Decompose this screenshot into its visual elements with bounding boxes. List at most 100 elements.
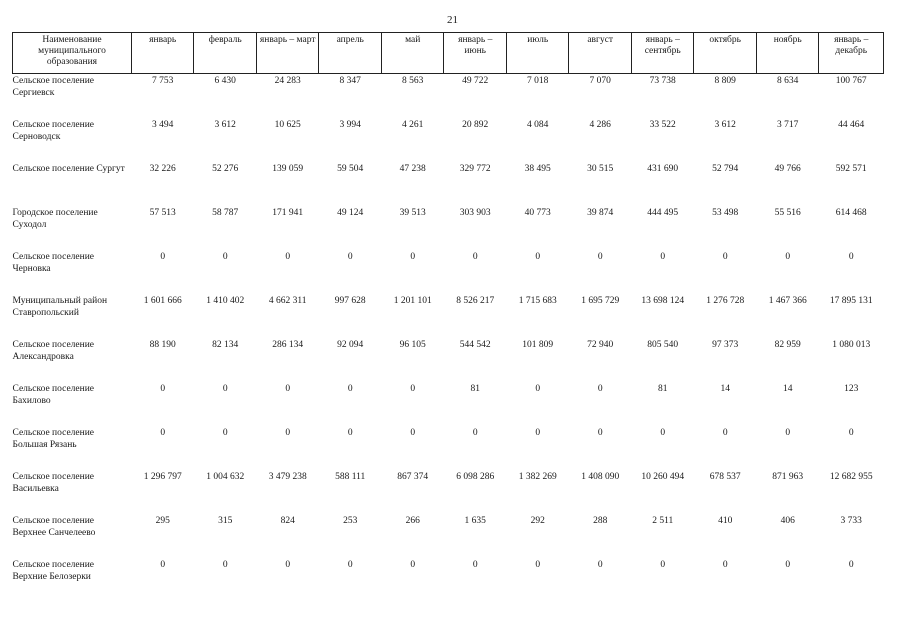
value-cell: 0	[410, 560, 416, 570]
municipality-name: Сельское поселение Бахилово	[12, 384, 95, 406]
value-cell: 0	[472, 560, 478, 570]
value-cell: 24 283	[274, 76, 301, 86]
value-cell: 1 296 797	[143, 472, 182, 482]
value-cell: 292	[530, 516, 545, 526]
value-cell: 0	[347, 384, 353, 394]
value-cell: 8 634	[777, 76, 799, 86]
value-cell: 0	[660, 560, 666, 570]
value-cell: 871 963	[772, 472, 804, 482]
value-cell: 3 494	[152, 120, 174, 130]
header-period: октябрь	[693, 32, 757, 74]
value-cell: 8 809	[714, 76, 736, 86]
header-period: май	[380, 32, 445, 74]
header-period: январь	[130, 32, 195, 74]
value-cell: 2 511	[652, 516, 674, 526]
municipality-name: Сельское поселение Верхнее Санчелеево	[12, 516, 96, 538]
value-cell: 0	[410, 428, 416, 438]
value-cell: 0	[285, 560, 291, 570]
value-cell: 286 134	[272, 340, 304, 350]
value-cell: 81	[470, 384, 480, 394]
municipality-name: Сельское поселение Серноводск	[12, 120, 95, 142]
value-cell: 0	[410, 384, 416, 394]
value-cell: 0	[347, 252, 353, 262]
value-cell: 44 464	[838, 120, 865, 130]
value-cell: 4 286	[589, 120, 611, 130]
value-cell: 3 994	[339, 120, 361, 130]
header-period: январь – март	[255, 32, 320, 74]
value-cell: 10 625	[274, 120, 301, 130]
header-municipality: Наименование муниципального образования	[12, 32, 132, 74]
value-cell: 588 111	[335, 472, 366, 482]
value-cell: 32 226	[149, 164, 176, 174]
value-cell: 14	[720, 384, 730, 394]
value-cell: 1 004 632	[206, 472, 245, 482]
value-cell: 123	[844, 384, 859, 394]
value-cell: 171 941	[272, 208, 304, 218]
value-cell: 38 495	[524, 164, 551, 174]
table-body: Сельское поселение Сергиевск 7 753 6 430 24…	[13, 74, 884, 604]
value-cell: 1 382 269	[518, 472, 557, 482]
value-cell: 139 059	[272, 164, 304, 174]
value-cell: 0	[160, 384, 166, 394]
value-cell: 0	[410, 252, 416, 262]
value-cell: 0	[660, 252, 666, 262]
value-cell: 82 134	[212, 340, 239, 350]
value-cell: 444 495	[647, 208, 679, 218]
value-cell: 315	[218, 516, 233, 526]
value-cell: 867 374	[397, 472, 429, 482]
value-cell: 58 787	[212, 208, 239, 218]
value-cell: 0	[597, 428, 603, 438]
value-cell: 0	[597, 560, 603, 570]
value-cell: 0	[535, 384, 541, 394]
value-cell: 52 794	[712, 164, 739, 174]
value-cell: 329 772	[459, 164, 491, 174]
municipality-name: Муниципальный район Ставропольский	[12, 296, 108, 318]
value-cell: 0	[285, 384, 291, 394]
value-cell: 0	[160, 252, 166, 262]
value-cell: 52 276	[212, 164, 239, 174]
table-row: Сельское поселение Сергиевск 7 753 6 430 24…	[13, 74, 884, 120]
value-cell: 33 522	[649, 120, 676, 130]
value-cell: 288	[593, 516, 608, 526]
value-cell: 92 094	[337, 340, 364, 350]
municipality-name: Сельское поселение Сергиевск	[12, 76, 95, 98]
municipality-name: Сельское поселение Верхние Белозерки	[12, 560, 95, 582]
table-row: Сельское поселение Большая Рязань 0 0 0 0 0 0 0…	[13, 427, 884, 471]
value-cell: 0	[472, 252, 478, 262]
municipality-name: Сельское поселение Сургут	[12, 164, 125, 174]
value-cell: 4 261	[402, 120, 424, 130]
value-cell: 0	[722, 428, 728, 438]
value-cell: 410	[718, 516, 733, 526]
table-row: Сельское поселение Бахилово 0 0 0 0 0 81 0 0 81 14…	[13, 383, 884, 427]
value-cell: 30 515	[587, 164, 614, 174]
value-cell: 3 733	[840, 516, 862, 526]
value-cell: 0	[785, 252, 791, 262]
value-cell: 0	[160, 428, 166, 438]
value-cell: 303 903	[459, 208, 491, 218]
value-cell: 266	[405, 516, 420, 526]
value-cell: 8 526 217	[456, 296, 495, 306]
value-cell: 97 373	[712, 340, 739, 350]
value-cell: 10 260 494	[641, 472, 685, 482]
value-cell: 49 124	[337, 208, 364, 218]
value-cell: 12 682 955	[829, 472, 873, 482]
table-row: Сельское поселение Васильевка 1 296 797 1 …	[13, 471, 884, 515]
value-cell: 544 542	[459, 340, 491, 350]
value-cell: 17 895 131	[829, 296, 873, 306]
header-period: август	[568, 32, 632, 74]
value-cell: 0	[597, 252, 603, 262]
value-cell: 431 690	[647, 164, 679, 174]
table-row: Сельское поселение Верхние Белозерки 0 0 0 0…	[13, 559, 884, 603]
value-cell: 88 190	[149, 340, 176, 350]
value-cell: 40 773	[524, 208, 551, 218]
value-cell: 4 662 311	[268, 296, 307, 306]
value-cell: 0	[535, 428, 541, 438]
value-cell: 59 504	[337, 164, 364, 174]
municipal-data-table: Наименование муниципального образования я…	[12, 32, 884, 603]
value-cell: 4 084	[527, 120, 549, 130]
header-period: апрель	[318, 32, 382, 74]
value-cell: 6 098 286	[456, 472, 495, 482]
value-cell: 295	[155, 516, 170, 526]
value-cell: 7 070	[589, 76, 611, 86]
value-cell: 8 563	[402, 76, 424, 86]
